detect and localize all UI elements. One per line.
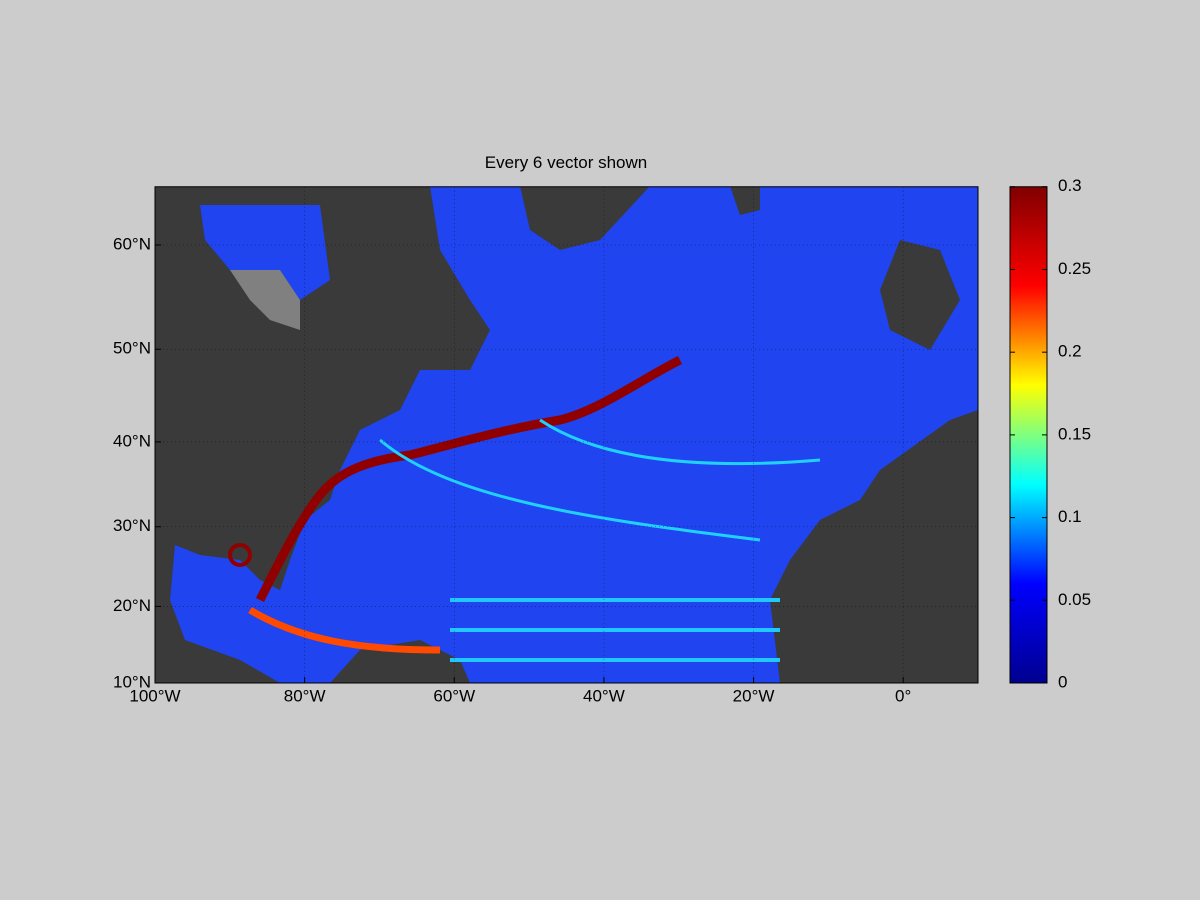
land bbox=[155, 186, 490, 683]
colorbar-tick-label: 0.15 bbox=[1058, 424, 1091, 443]
colorbar-tick-label: 0.25 bbox=[1058, 259, 1091, 278]
colorbar-tick-label: 0.05 bbox=[1058, 590, 1091, 609]
x-tick-label: 80°W bbox=[284, 686, 326, 705]
land bbox=[730, 186, 760, 215]
x-tick-label: 60°W bbox=[433, 686, 475, 705]
equatorial-currents bbox=[450, 598, 780, 662]
gulf-stream bbox=[255, 355, 683, 603]
colorbar bbox=[1009, 186, 1048, 684]
y-tick-label: 50°N bbox=[113, 339, 151, 358]
axes-frame bbox=[154, 186, 979, 684]
land bbox=[770, 186, 978, 683]
map-area bbox=[155, 186, 978, 683]
x-tick-label: 100°W bbox=[129, 686, 180, 705]
x-tick-label: 20°W bbox=[733, 686, 775, 705]
x-tick-label: 40°W bbox=[583, 686, 625, 705]
y-tick-label: 10°N bbox=[113, 672, 151, 691]
colorbar-tick-label: 0 bbox=[1058, 672, 1067, 691]
x-tick-label: 0° bbox=[895, 686, 911, 705]
colorbar-tick-label: 0.2 bbox=[1058, 342, 1082, 361]
shelf bbox=[230, 270, 300, 330]
chart-title: Every 6 vector shown bbox=[485, 153, 648, 172]
eddy-field bbox=[379, 418, 821, 542]
caribbean-current bbox=[248, 606, 441, 654]
y-tick-label: 40°N bbox=[113, 431, 151, 450]
y-tick-label: 30°N bbox=[113, 516, 151, 535]
colorbar-tick-label: 0.3 bbox=[1058, 176, 1082, 195]
eddy bbox=[228, 543, 252, 567]
y-tick-label: 60°N bbox=[113, 234, 151, 253]
land bbox=[520, 186, 650, 250]
bay-water bbox=[200, 205, 330, 300]
colorbar-tick-label: 0.1 bbox=[1058, 507, 1082, 526]
y-tick-label: 20°N bbox=[113, 596, 151, 615]
land bbox=[880, 240, 960, 350]
